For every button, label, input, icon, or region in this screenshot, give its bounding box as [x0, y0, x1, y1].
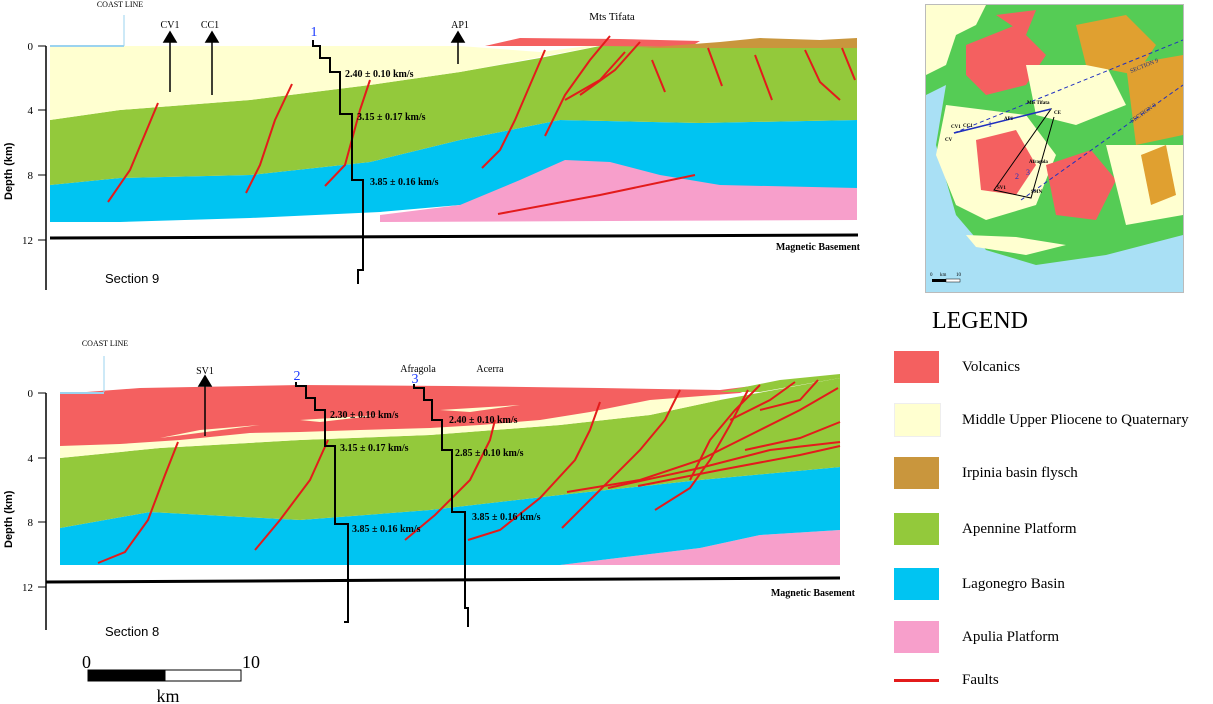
s9-velocity-1: 2.40 ± 0.10 km/s — [345, 69, 414, 80]
legend-label-lagonegro: Lagonegro Basin — [962, 575, 1065, 592]
scale-bar-start: 0 — [82, 652, 91, 672]
legend-swatch-pliocene — [894, 403, 941, 437]
s8-velocity-profile-3 — [413, 384, 469, 627]
s8-velocity-profile-2 — [295, 382, 349, 623]
s8-apulia-layer — [560, 530, 840, 565]
s9-flysch-layer — [640, 38, 857, 48]
s8-volcanics-layer — [60, 385, 760, 446]
s9-velocity-2: 3.15 ± 0.17 km/s — [357, 112, 426, 123]
s8-tick-8: 8 — [28, 517, 34, 529]
s8-sand-lenses — [160, 405, 520, 438]
s8-flysch-layer — [720, 374, 840, 392]
inset-scale-end: 10 — [956, 273, 962, 278]
inset-site-cc1: CC1 — [963, 124, 973, 129]
inset-site-mts-tifata: Mts Tifata — [1027, 101, 1050, 106]
inset-scale-start: 0 — [930, 273, 933, 278]
inset-site-ce: CE — [1054, 111, 1062, 116]
s8-tick-4: 4 — [28, 453, 34, 465]
km-scale-bar: 0 10 km — [82, 652, 260, 704]
inset-site-afragola: Afragola — [1029, 160, 1048, 165]
inset-profile-3: 3 — [1026, 168, 1030, 177]
section-9-panel: COAST LINE Magnetic Basement 0 4 8 12 De… — [3, 0, 861, 290]
s8-depth-axis-label: Depth (km) — [3, 490, 15, 548]
scale-bar-unit: km — [156, 686, 179, 704]
inset-site-cv: CV — [945, 138, 953, 143]
legend-label-apulia: Apulia Platform — [962, 628, 1060, 645]
s9-depth-axis-label: Depth (km) — [3, 142, 15, 200]
s9-well-cc1: CC1 — [201, 20, 219, 31]
legend-swatch-lagonegro — [894, 568, 939, 600]
s9-coast-line-label: COAST LINE — [97, 0, 143, 9]
s9-velocity-profile — [312, 40, 364, 284]
s8-apennine-layer — [60, 378, 840, 528]
s9-velocity-3: 3.85 ± 0.16 km/s — [370, 177, 439, 188]
scale-bar-end: 10 — [242, 652, 260, 672]
s9-well-cv1: CV1 — [161, 20, 180, 31]
legend-fault-line — [894, 678, 939, 682]
s8-section-title: Section 8 — [105, 624, 159, 639]
inset-map-graphic: SECTION 9 SECTION 8 CV1 CC1 CV AP1 Mts T… — [926, 5, 1183, 292]
legend-label-apennine: Apennine Platform — [962, 520, 1077, 537]
s9-apennine-layer — [50, 42, 857, 185]
inset-site-ap1: AP1 — [1004, 117, 1014, 122]
legend-item-lagonegro: Lagonegro Basin — [894, 567, 1065, 601]
s8-p2-velocity-3: 3.85 ± 0.16 km/s — [352, 524, 421, 535]
legend-item-faults: Faults — [894, 663, 999, 697]
legend-item-apennine: Apennine Platform — [894, 512, 1077, 546]
legend-swatch-apulia — [894, 621, 939, 653]
legend-label-pliocene: Middle Upper Pliocene to Quaternary — [962, 411, 1189, 428]
s8-profile-id-3: 3 — [412, 372, 419, 387]
s9-magnetic-basement-label: Magnetic Basement — [776, 242, 861, 253]
inset-site-sv1: SV1 — [997, 186, 1006, 191]
s9-magnetic-basement-line — [49, 233, 859, 240]
s8-magnetic-basement-label: Magnetic Basement — [771, 588, 856, 599]
inset-site-cv1: CV1 — [951, 125, 961, 130]
s9-tick-0: 0 — [28, 41, 34, 53]
legend-swatch-apennine — [894, 513, 939, 545]
inset-site-smn: SMN — [1031, 190, 1043, 195]
section-8-panel: COAST LINE Magnetic Basement 0 4 8 12 De… — [3, 339, 856, 639]
s9-pliocene-layer — [50, 42, 620, 120]
legend-item-irpinia: Irpinia basin flysch — [894, 456, 1078, 490]
legend-swatch-irpinia — [894, 457, 939, 489]
s8-place-afragola: Afragola — [400, 364, 436, 375]
s9-well-ap1: AP1 — [451, 20, 469, 31]
s9-place-mts-tifata: Mts Tifata — [589, 11, 635, 23]
s8-coast-line-label: COAST LINE — [82, 339, 128, 348]
legend-item-apulia: Apulia Platform — [894, 620, 1059, 654]
legend-title: LEGEND — [932, 308, 1028, 334]
s8-tick-12: 12 — [22, 582, 33, 594]
s8-magnetic-basement-line — [45, 576, 841, 584]
s8-well-sv1: SV1 — [196, 366, 214, 377]
s9-volcanics-layer — [485, 38, 700, 47]
legend-item-volcanics: Volcanics — [894, 350, 1020, 384]
s8-p3-velocity-3: 3.85 ± 0.16 km/s — [472, 512, 541, 523]
s8-p2-velocity-2: 3.15 ± 0.17 km/s — [340, 443, 409, 454]
s8-tick-0: 0 — [28, 388, 34, 400]
s9-tick-8: 8 — [28, 170, 34, 182]
s9-profile-id: 1 — [311, 25, 318, 40]
inset-scale-unit: km — [940, 273, 947, 278]
legend-swatch-volcanics — [894, 351, 939, 383]
inset-profile-2: 2 — [1015, 172, 1019, 181]
legend-label-volcanics: Volcanics — [962, 358, 1021, 375]
s8-p3-velocity-2: 2.85 ± 0.10 km/s — [455, 448, 524, 459]
legend-label-irpinia: Irpinia basin flysch — [962, 464, 1078, 481]
inset-location-map: SECTION 9 SECTION 8 CV1 CC1 CV AP1 Mts T… — [925, 4, 1184, 293]
inset-sea — [926, 85, 1183, 292]
legend-item-pliocene: Middle Upper Pliocene to Quaternary — [894, 403, 1189, 437]
s8-place-acerra: Acerra — [476, 364, 504, 375]
s9-tick-4: 4 — [28, 105, 34, 117]
s8-p2-velocity-1: 2.30 ± 0.10 km/s — [330, 410, 399, 421]
s9-tick-12: 12 — [22, 235, 33, 247]
legend-label-faults: Faults — [962, 671, 999, 688]
s9-section-title: Section 9 — [105, 271, 159, 286]
s8-p3-velocity-1: 2.40 ± 0.10 km/s — [449, 415, 518, 426]
s8-profile-id-2: 2 — [294, 369, 301, 384]
s8-faults — [97, 379, 841, 564]
s8-lagonegro-layer — [60, 467, 840, 565]
inset-profile-1: 1 — [988, 120, 992, 129]
